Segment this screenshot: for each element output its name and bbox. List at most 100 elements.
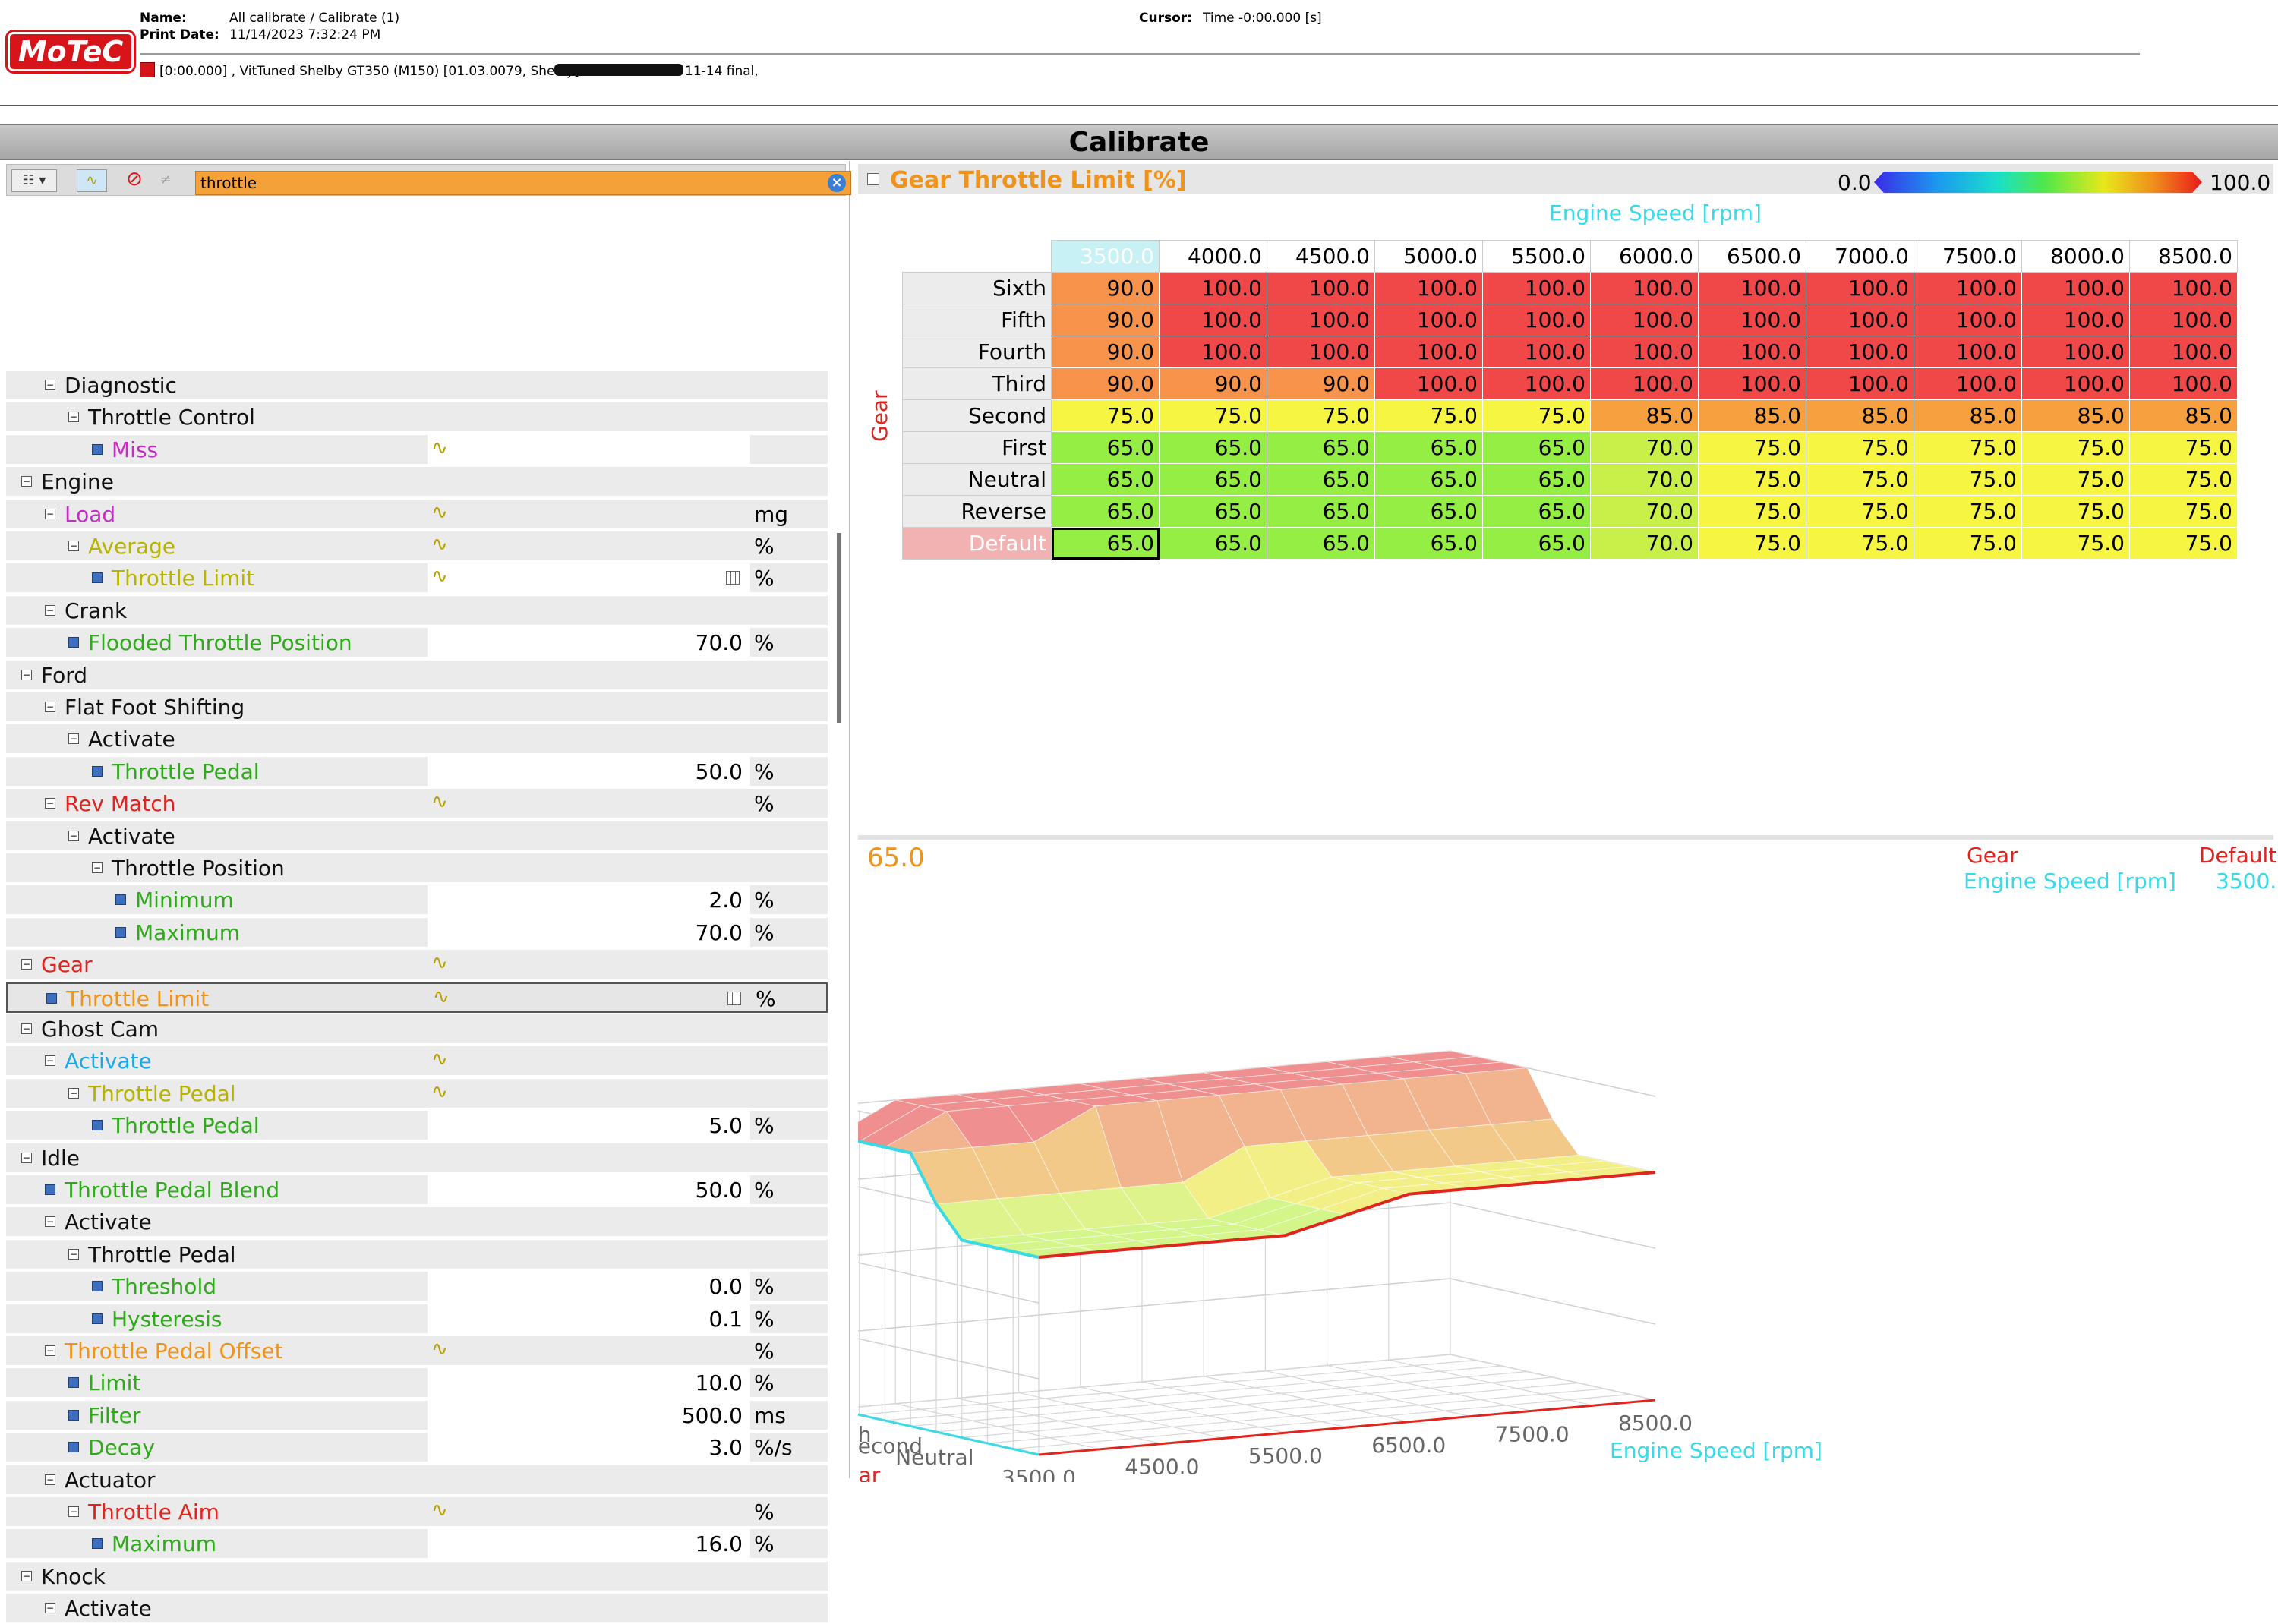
channel-wave-icon[interactable]: ∿	[431, 500, 448, 524]
table-cell[interactable]: 75.0	[1698, 463, 1806, 496]
table-cell[interactable]: 100.0	[1482, 336, 1591, 368]
tree-row[interactable]: − Activate	[6, 1207, 828, 1238]
table-cell[interactable]: 65.0	[1051, 495, 1160, 528]
tree-row[interactable]: Throttle Limit ∿%	[6, 563, 828, 594]
table-cell[interactable]: 100.0	[2129, 336, 2238, 368]
table-cell[interactable]: 65.0	[1374, 527, 1483, 560]
table-cell[interactable]: 75.0	[1806, 463, 1914, 496]
tree-row[interactable]: − Throttle Aim ∿%	[6, 1497, 828, 1528]
table-cell[interactable]: 85.0	[2129, 399, 2238, 432]
expand-icon[interactable]	[867, 173, 879, 185]
collapse-toggle-icon[interactable]: −	[45, 380, 55, 390]
table-cell[interactable]: 100.0	[1698, 336, 1806, 368]
table-cell[interactable]: 75.0	[1806, 527, 1914, 560]
table-cell[interactable]: 100.0	[1374, 272, 1483, 304]
collapse-toggle-icon[interactable]: −	[21, 1023, 32, 1034]
table-cell[interactable]: 100.0	[1806, 367, 1914, 400]
table-cell[interactable]: 100.0	[1482, 304, 1591, 336]
collapse-toggle-icon[interactable]: −	[68, 1506, 79, 1517]
collapse-toggle-icon[interactable]: −	[92, 862, 103, 873]
table-cell[interactable]: 70.0	[1590, 431, 1699, 464]
table-cell[interactable]: 75.0	[2021, 527, 2130, 560]
value-field[interactable]	[428, 1400, 750, 1430]
column-header[interactable]: 6500.0	[1698, 240, 1806, 273]
table-cell[interactable]: 90.0	[1159, 367, 1267, 400]
collapse-toggle-icon[interactable]: −	[21, 959, 32, 970]
table-cell[interactable]: 75.0	[1051, 399, 1160, 432]
table-cell[interactable]: 75.0	[1267, 399, 1375, 432]
table-cell[interactable]: 85.0	[1698, 399, 1806, 432]
table-cell[interactable]: 75.0	[2129, 463, 2238, 496]
table-cell[interactable]: 70.0	[1590, 463, 1699, 496]
value-field[interactable]	[428, 1368, 750, 1398]
row-header[interactable]: Default	[902, 527, 1052, 560]
value-field[interactable]	[428, 1304, 750, 1333]
channel-wave-icon[interactable]: ∿	[431, 790, 448, 814]
table-cell[interactable]: 100.0	[1806, 336, 1914, 368]
surface-3d-graph[interactable]: 100.050.00.0[%]SixthFourthSecondNeutralG…	[858, 875, 2270, 1482]
column-header[interactable]: 8500.0	[2129, 240, 2238, 273]
tree-row[interactable]: Throttle Limit ∿%	[6, 982, 828, 1013]
collapse-toggle-icon[interactable]: −	[45, 798, 55, 809]
channel-wave-icon[interactable]: ∿	[433, 985, 450, 1008]
collapse-toggle-icon[interactable]: −	[45, 1055, 55, 1067]
table-cell[interactable]: 100.0	[1159, 304, 1267, 336]
clear-filter-icon[interactable]: ⊘	[126, 168, 143, 191]
tree-row[interactable]: Throttle Pedal Blend 50.0%	[6, 1175, 828, 1206]
tree-row[interactable]: Throttle Pedal 50.0%	[6, 756, 828, 787]
tree-row[interactable]: − Throttle Pedal Offset ∿%	[6, 1336, 828, 1367]
table-cell[interactable]: 90.0	[1051, 367, 1160, 400]
table-cell[interactable]: 65.0	[1267, 527, 1375, 560]
table-cell[interactable]: 75.0	[1806, 495, 1914, 528]
collapse-toggle-icon[interactable]: −	[45, 508, 55, 519]
table-cell[interactable]: 85.0	[1590, 399, 1699, 432]
tree-view-dropdown-icon[interactable]: ☷ ▾	[11, 169, 57, 192]
table-cell[interactable]: 100.0	[2021, 336, 2130, 368]
table-cell[interactable]: 75.0	[1698, 495, 1806, 528]
table-cell[interactable]: 65.0	[1482, 463, 1591, 496]
table-cell[interactable]: 100.0	[1267, 336, 1375, 368]
value-field[interactable]	[428, 563, 750, 593]
value-field[interactable]	[428, 1433, 750, 1462]
table-cell[interactable]: 100.0	[1806, 304, 1914, 336]
table-cell[interactable]: 100.0	[1482, 367, 1591, 400]
tree-row[interactable]: Decay 3.0 %/s	[6, 1433, 828, 1464]
table-cell[interactable]: 65.0	[1482, 431, 1591, 464]
table-cell[interactable]: 65.0	[1051, 463, 1160, 496]
collapse-toggle-icon[interactable]: −	[45, 1216, 55, 1228]
table-cell[interactable]: 75.0	[2021, 431, 2130, 464]
table-cell[interactable]: 65.0	[1482, 527, 1591, 560]
table-cell[interactable]: 85.0	[1914, 399, 2022, 432]
table-cell[interactable]: 100.0	[2021, 272, 2130, 304]
collapse-toggle-icon[interactable]: −	[68, 1248, 79, 1260]
collapse-toggle-icon[interactable]: −	[21, 476, 32, 487]
table-cell[interactable]: 100.0	[1374, 336, 1483, 368]
table-cell[interactable]: 100.0	[2021, 367, 2130, 400]
tree-row[interactable]: Miss ∿	[6, 434, 828, 465]
tree-row[interactable]: Limit 10.0%	[6, 1368, 828, 1399]
collapse-toggle-icon[interactable]: −	[45, 1603, 55, 1614]
table-cell[interactable]: 100.0	[2129, 272, 2238, 304]
value-field[interactable]	[428, 1175, 750, 1204]
column-header[interactable]: 5500.0	[1482, 240, 1591, 273]
row-header[interactable]: Third	[902, 367, 1052, 400]
table-cell[interactable]: 90.0	[1051, 336, 1160, 368]
tree-row[interactable]: − Throttle Pedal	[6, 1239, 828, 1270]
not-equal-icon[interactable]: ≠	[159, 172, 172, 188]
table-cell[interactable]: 65.0	[1374, 463, 1483, 496]
value-field[interactable]	[428, 1272, 750, 1301]
tree-row[interactable]: − Flat Foot Shifting	[6, 692, 828, 723]
channel-wave-icon[interactable]: ∿	[431, 565, 448, 588]
tree-row[interactable]: − Throttle Control	[6, 402, 828, 434]
table-cell[interactable]: 100.0	[1482, 272, 1591, 304]
column-header[interactable]: 7000.0	[1806, 240, 1914, 273]
table-cell[interactable]: 100.0	[1590, 367, 1699, 400]
tree-row[interactable]: Threshold 0.0%	[6, 1272, 828, 1303]
row-header[interactable]: Second	[902, 399, 1052, 432]
table-cell[interactable]: 65.0	[1482, 495, 1591, 528]
collapse-toggle-icon[interactable]: −	[68, 412, 79, 423]
tree-row[interactable]: − Rev Match ∿%	[6, 789, 828, 820]
table-cell[interactable]: 65.0	[1267, 431, 1375, 464]
table-cell[interactable]: 75.0	[1698, 527, 1806, 560]
tree-row[interactable]: − Idle	[6, 1143, 828, 1174]
